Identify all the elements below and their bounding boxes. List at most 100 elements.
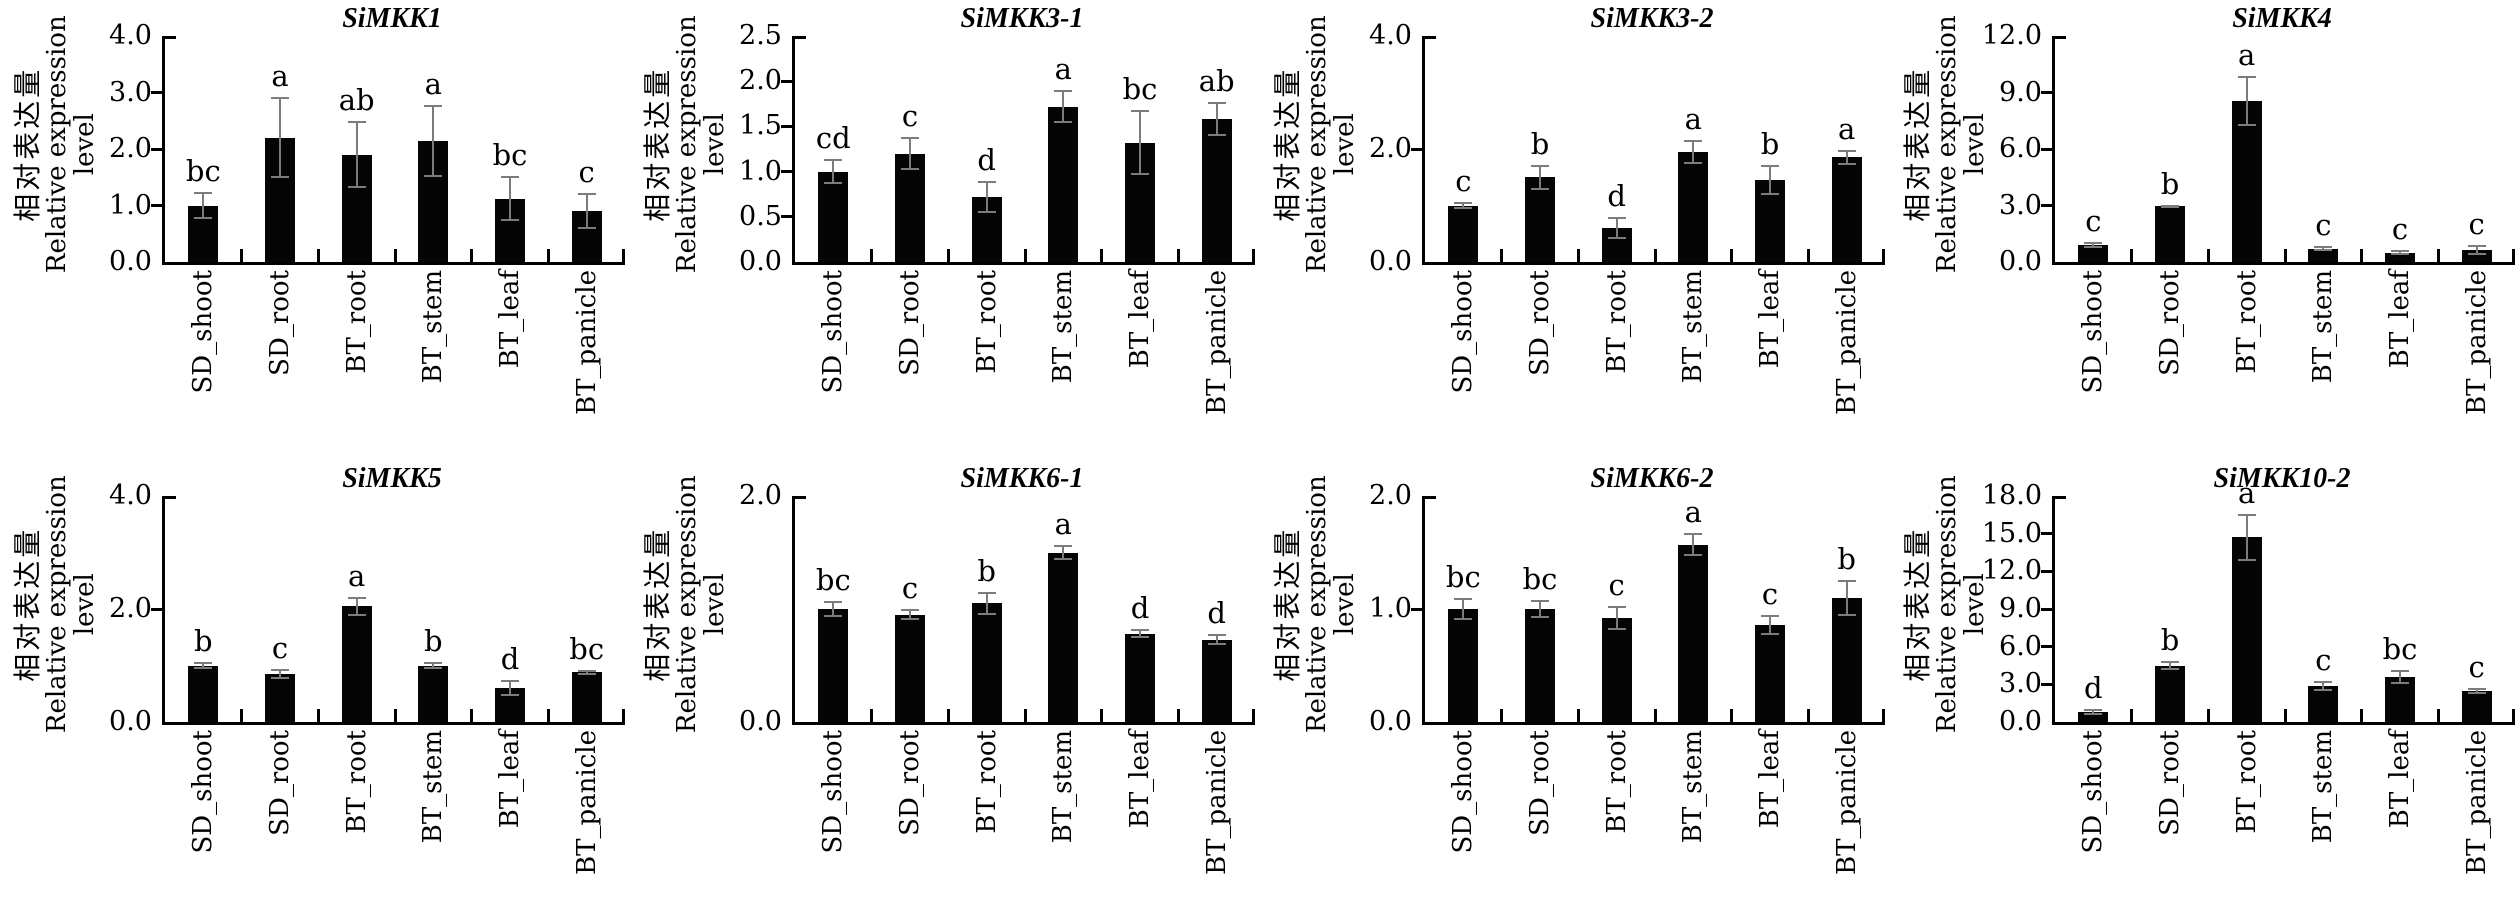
y-tick-mark [1425, 36, 1436, 39]
error-bar-line [1692, 140, 1695, 164]
error-bar-cap-top [824, 158, 843, 161]
error-bar-cap-top [347, 121, 366, 124]
bar-bt_root [2231, 100, 2262, 262]
error-bar-line [2322, 682, 2325, 690]
error-bar-line [202, 193, 205, 218]
x-axis-labels: SD_shoot SD_root BT_root BT_stem BT_leaf BT_p… [165, 730, 625, 920]
x-tick-label-text: BT_leaf [1755, 730, 1785, 829]
x-tick-mark [2130, 249, 2134, 262]
bar-sd_shoot [188, 665, 219, 722]
y-tick-mark [2041, 645, 2052, 649]
y-tick-mark [795, 496, 806, 499]
error-bar-cap-top [901, 137, 919, 140]
x-tick-label-sd_shoot: SD_shoot [818, 270, 848, 394]
y-tick-label: 0.0 [109, 246, 152, 277]
chart-panel-simkk1: SiMKK1 相对表达量 Relative expression level 0.0 1.… [0, 0, 630, 460]
error-bar-cap-top [424, 104, 443, 107]
sig-letter: a [424, 66, 442, 101]
x-tick-label-bt_panicle: BT_panicle [572, 730, 602, 875]
x-tick-label-bt_stem: BT_stem [418, 730, 448, 843]
x-tick-mark [1806, 709, 1810, 722]
x-tick-label-bt_stem: BT_stem [1678, 270, 1708, 383]
error-bar-cap-top [2161, 204, 2179, 207]
chart-panel-simkk5: SiMKK5 相对表达量 Relative expression level 0.0 2.… [0, 460, 630, 920]
error-bar-line [2245, 514, 2248, 561]
x-tick-label-text: SD_shoot [188, 730, 219, 854]
y-tick-mark [781, 124, 792, 128]
x-tick-label-sd_root: SD_root [1525, 730, 1555, 836]
y-tick-label: 6.0 [1999, 630, 2042, 662]
x-tick-label-bt_stem: BT_stem [1048, 270, 1078, 383]
x-tick-label-text: BT_root [971, 730, 1002, 834]
x-tick-label-text: BT_leaf [2385, 730, 2415, 829]
x-tick-label-sd_shoot: SD_shoot [2078, 730, 2108, 854]
x-tick-mark [2206, 709, 2210, 722]
x-tick-label-bt_leaf: BT_leaf [495, 730, 525, 828]
x-tick-mark [870, 709, 874, 722]
bar-bt_root [971, 603, 1002, 722]
x-tick-label-bt_stem: BT_stem [2308, 270, 2338, 383]
x-tick-mark [1252, 249, 1255, 262]
y-tick-label: 12.0 [1981, 555, 2042, 587]
y-tick-label: 2.0 [739, 65, 782, 97]
error-bar-line [279, 98, 281, 178]
error-bar-cap-bottom [1761, 193, 1779, 196]
bar-sd_shoot [1448, 205, 1479, 262]
x-tick-label-text: BT_panicle [2461, 270, 2492, 415]
x-axis-labels: SD_shoot SD_root BT_root BT_stem BT_leaf BT_p… [1425, 730, 1885, 920]
x-tick-label-text: BT_panicle [1201, 270, 1232, 415]
plot-area: c b d a b a [1411, 36, 1885, 265]
y-tick-label: 1.0 [739, 155, 782, 187]
error-bar-cap-top [1054, 544, 1073, 547]
y-tick-label: 3.0 [1999, 189, 2042, 221]
x-tick-label-text: BT_leaf [2385, 270, 2415, 369]
error-bar-cap-bottom [1684, 553, 1703, 556]
x-tick-mark [470, 709, 474, 722]
x-tick-label-text: BT_panicle [571, 270, 602, 415]
error-bar-line [1139, 111, 1141, 175]
error-bar-line [832, 159, 835, 184]
y-tick-label: 0.0 [739, 246, 782, 277]
error-bar-cap-bottom [2391, 252, 2409, 255]
x-tick-label-text: SD_shoot [818, 730, 849, 854]
x-tick-label-bt_root: BT_root [342, 730, 372, 834]
y-tick-label: 6.0 [1999, 133, 2042, 164]
bar-bt_leaf [1755, 624, 1785, 722]
x-tick-label-text: BT_leaf [1125, 270, 1155, 369]
sig-letter: bc [1122, 72, 1158, 107]
y-tick-mark [2055, 496, 2066, 499]
error-bar-cap-bottom [2084, 712, 2103, 715]
error-bar-line [2245, 76, 2248, 126]
x-tick-label-text: SD_root [895, 730, 925, 836]
x-tick-label-text: BT_leaf [1125, 730, 1155, 829]
x-tick-label-text: BT_stem [418, 730, 449, 844]
bar-sd_root [1525, 609, 1555, 722]
x-tick-mark [2512, 249, 2515, 262]
x-tick-mark [2283, 249, 2287, 262]
error-bar-line [1615, 606, 1618, 630]
error-bar-line [2399, 251, 2401, 254]
chart-title: SiMKK1 [342, 3, 442, 34]
sig-letter: b [424, 623, 443, 658]
x-tick-mark [546, 249, 550, 262]
x-tick-label-bt_stem: BT_stem [1678, 730, 1708, 843]
chart-title: SiMKK6-2 [1590, 463, 1714, 494]
error-bar-cap-bottom [2314, 249, 2333, 252]
error-bar-cap-top [1207, 101, 1226, 104]
bar-sd_shoot [1448, 609, 1479, 722]
chart-title: SiMKK3-1 [960, 3, 1084, 34]
x-tick-label-text: BT_stem [2308, 270, 2339, 384]
x-tick-mark [1576, 249, 1580, 262]
sig-letter: bc [1522, 562, 1558, 597]
sig-letter: b [2160, 166, 2180, 201]
x-tick-mark [1882, 709, 1885, 722]
y-tick-label: 12.0 [1981, 20, 2042, 51]
bar-bt_panicle [571, 672, 602, 722]
x-tick-mark [2360, 709, 2364, 722]
bar-sd_shoot [2078, 245, 2109, 262]
error-bar-cap-bottom [2391, 682, 2409, 685]
plot-area: bc bc c a c b [1411, 496, 1885, 725]
x-tick-label-text: SD_shoot [1448, 730, 1479, 854]
sig-letter: c [271, 631, 289, 666]
x-tick-label-text: BT_leaf [495, 730, 525, 829]
